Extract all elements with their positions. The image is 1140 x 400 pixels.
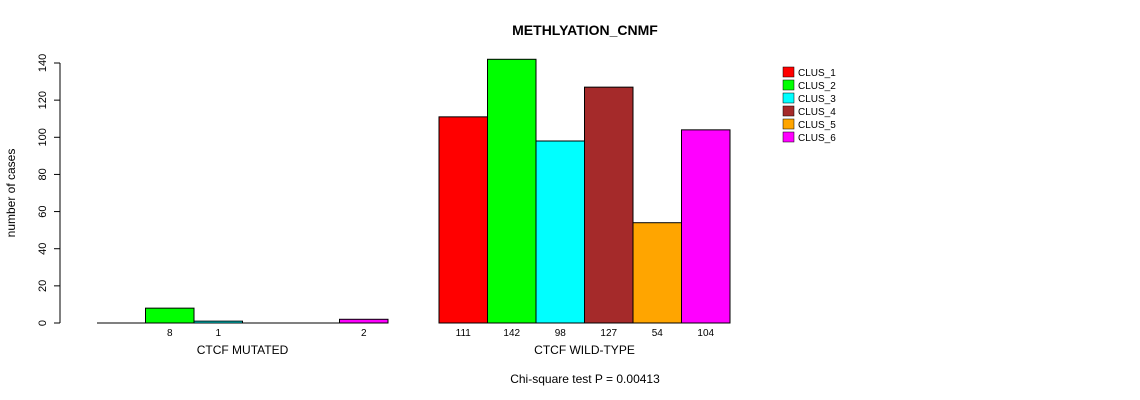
legend-label-clus_6: CLUS_6 <box>798 133 836 144</box>
legend-swatch-clus_1 <box>782 66 795 78</box>
bar-clus_2-group-1 <box>145 307 195 324</box>
legend-swatch-clus_3 <box>782 92 795 104</box>
y-tick-label: 100 <box>37 128 49 146</box>
legend-label-clus_2: CLUS_2 <box>798 81 836 92</box>
bar-clus_6-group-1 <box>339 318 389 324</box>
y-tick-label: 60 <box>37 205 49 217</box>
y-tick-label: 20 <box>37 280 49 292</box>
bars <box>97 58 731 324</box>
y-tick-label: 120 <box>37 91 49 109</box>
bar-value-label: 1 <box>215 328 221 339</box>
y-tick-label: 40 <box>37 243 49 255</box>
bar-clus_1-group-2 <box>438 116 488 324</box>
bar-clus_3-group-2 <box>535 140 585 324</box>
bar-clus_3-group-1 <box>193 320 243 324</box>
legend-label-clus_3: CLUS_3 <box>798 94 836 105</box>
bar-clus_4-group-2 <box>584 86 634 324</box>
legend-label-clus_5: CLUS_5 <box>798 120 836 131</box>
bar-value-label: 142 <box>503 328 520 339</box>
bar-value-labels: 8 1 2 111 142 98 127 54 104 <box>167 328 715 339</box>
bar-value-label: 104 <box>697 328 714 339</box>
y-axis-label: number of cases <box>4 149 18 238</box>
chi-square-footnote: Chi-square test P = 0.00413 <box>510 372 660 386</box>
bar-value-label: 127 <box>600 328 617 339</box>
y-axis: 0 20 40 60 80 100 120 140 <box>37 54 61 326</box>
legend-swatch-clus_4 <box>782 105 795 117</box>
bar-value-label: 8 <box>167 328 173 339</box>
bar-value-label: 111 <box>456 328 472 339</box>
group-labels: CTCF MUTATED CTCF WILD-TYPE <box>197 343 635 357</box>
legend: CLUS_1 CLUS_2 CLUS_3 CLUS_4 CLUS_5 CLUS_6 <box>782 66 836 144</box>
legend-label-clus_4: CLUS_4 <box>798 107 836 118</box>
bar-clus_6-group-2 <box>681 129 731 324</box>
legend-swatch-clus_6 <box>782 131 795 143</box>
legend-swatch-clus_5 <box>782 118 795 130</box>
legend-swatch-clus_2 <box>782 79 795 91</box>
bar-clus_2-group-2 <box>487 58 537 324</box>
group-label: CTCF MUTATED <box>197 343 289 357</box>
legend-label-clus_1: CLUS_1 <box>798 68 836 79</box>
y-tick-label: 80 <box>37 168 49 180</box>
y-tick-label: 0 <box>37 320 49 326</box>
bar-value-label: 98 <box>555 328 567 339</box>
bar-clus_5-group-2 <box>632 222 682 324</box>
group-label: CTCF WILD-TYPE <box>534 343 635 357</box>
chart-title: METHLYATION_CNMF <box>512 22 658 38</box>
bar-value-label: 2 <box>361 328 367 339</box>
bar-value-label: 54 <box>652 328 664 339</box>
y-tick-label: 140 <box>37 54 49 72</box>
